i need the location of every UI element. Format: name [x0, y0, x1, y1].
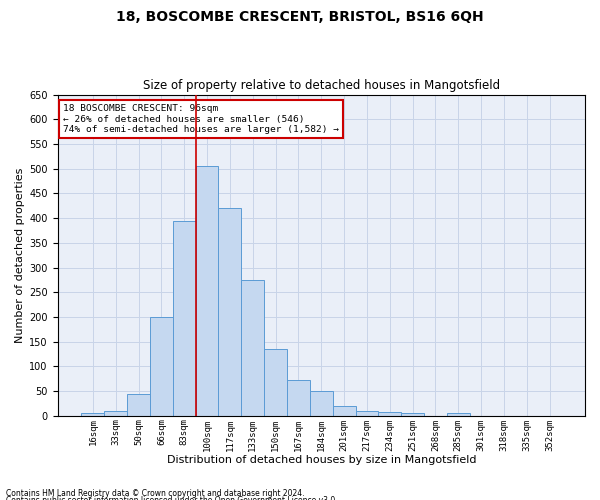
Y-axis label: Number of detached properties: Number of detached properties	[15, 168, 25, 343]
Bar	[356, 411, 379, 416]
Text: 18, BOSCOMBE CRESCENT, BRISTOL, BS16 6QH: 18, BOSCOMBE CRESCENT, BRISTOL, BS16 6QH	[116, 10, 484, 24]
Bar	[401, 414, 424, 416]
Bar	[82, 414, 104, 416]
Text: Contains HM Land Registry data © Crown copyright and database right 2024.: Contains HM Land Registry data © Crown c…	[6, 488, 305, 498]
Bar	[447, 414, 470, 416]
X-axis label: Distribution of detached houses by size in Mangotsfield: Distribution of detached houses by size …	[167, 455, 476, 465]
Bar	[127, 394, 150, 416]
Bar	[150, 317, 173, 416]
Bar	[241, 280, 264, 416]
Title: Size of property relative to detached houses in Mangotsfield: Size of property relative to detached ho…	[143, 79, 500, 92]
Bar	[218, 208, 241, 416]
Bar	[196, 166, 218, 416]
Bar	[287, 380, 310, 416]
Bar	[379, 412, 401, 416]
Text: 18 BOSCOMBE CRESCENT: 96sqm
← 26% of detached houses are smaller (546)
74% of se: 18 BOSCOMBE CRESCENT: 96sqm ← 26% of det…	[63, 104, 339, 134]
Bar	[173, 220, 196, 416]
Bar	[310, 391, 332, 416]
Text: Contains public sector information licensed under the Open Government Licence v3: Contains public sector information licen…	[6, 496, 338, 500]
Bar	[264, 349, 287, 416]
Bar	[104, 411, 127, 416]
Bar	[332, 406, 356, 416]
